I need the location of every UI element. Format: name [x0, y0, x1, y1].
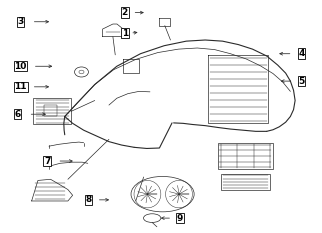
Text: 6: 6 [14, 110, 21, 119]
Text: 2: 2 [122, 8, 128, 17]
Text: 11: 11 [14, 82, 27, 91]
Text: 7: 7 [44, 157, 51, 165]
Text: 10: 10 [14, 62, 27, 71]
Bar [221, 174, 270, 190]
Bar [44, 105, 57, 116]
Bar [218, 143, 273, 169]
Bar [33, 98, 71, 124]
Text: 4: 4 [298, 49, 305, 58]
Text: 8: 8 [85, 195, 91, 204]
Text: 3: 3 [17, 17, 24, 26]
Text: 1: 1 [122, 29, 128, 38]
Text: 9: 9 [177, 214, 183, 223]
Text: 5: 5 [298, 77, 305, 86]
